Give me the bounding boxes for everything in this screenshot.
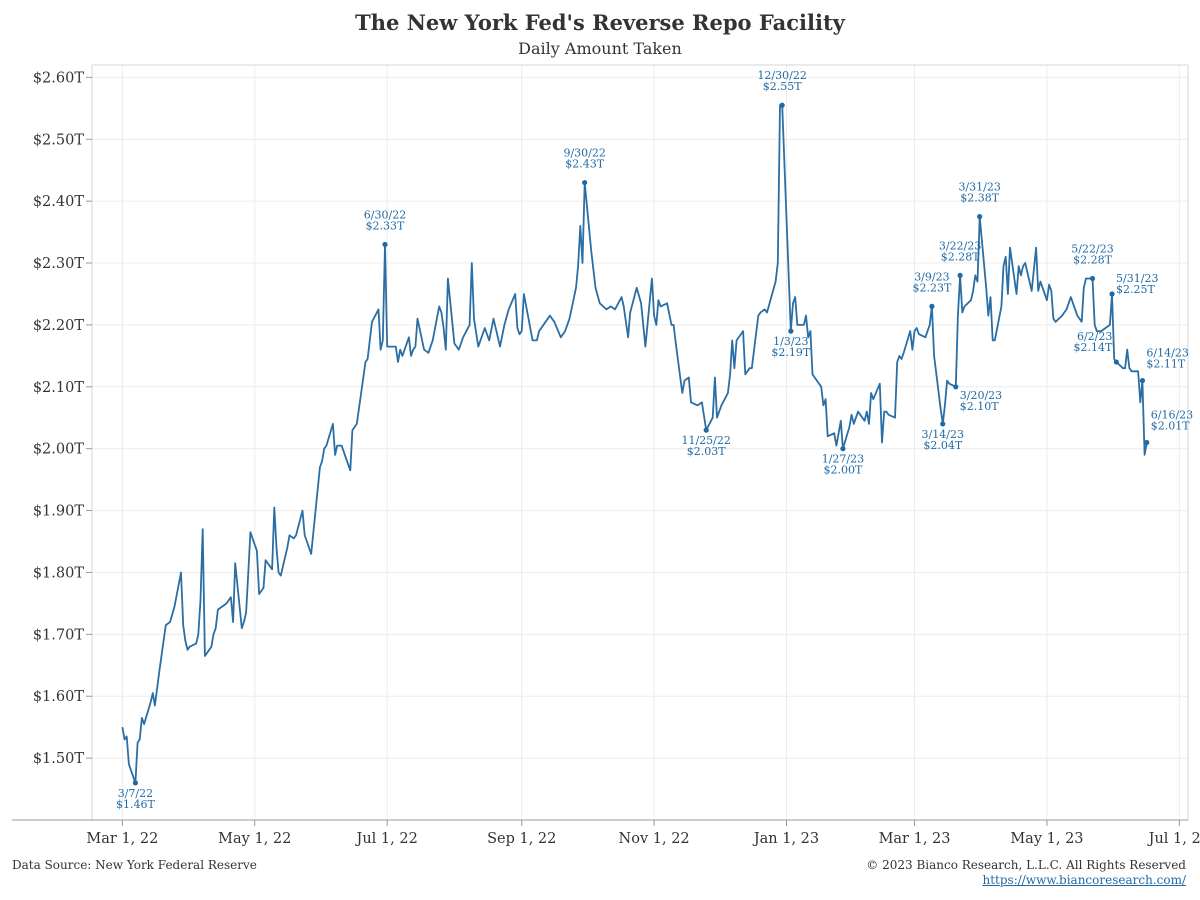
annotation-point (703, 427, 709, 433)
annotation-value: $1.46T (116, 798, 155, 811)
copyright-notice: © 2023 Bianco Research, L.L.C. All Right… (866, 858, 1186, 872)
y-axis: $1.50T $1.60T $1.70T $1.80T $1.90T $2.00T $2.1… (33, 70, 92, 767)
annotation-point (1139, 378, 1146, 384)
grid-lines (92, 65, 1188, 820)
x-tick-label: Jan 1, 23 (752, 831, 819, 847)
annotation-date: 5/22/23 (1071, 243, 1113, 256)
x-tick-label: May 1, 23 (1010, 831, 1083, 847)
annotation-value: $2.19T (771, 346, 810, 359)
annotation-date: 3/7/22 (118, 787, 153, 800)
annotation-point (582, 179, 588, 186)
annotation-point (977, 214, 983, 220)
annotation-value: $2.14T (1074, 341, 1113, 354)
y-tick-label: $2.40T (33, 194, 85, 210)
x-tick-label: Jul 1, 23 (1147, 831, 1200, 847)
annotation-value: $2.10T (960, 400, 999, 413)
chart-subtitle: Daily Amount Taken (518, 39, 682, 58)
annotations: 3/7/22$1.46T 6/30/22$2.33T 9/30/22$2.43T 11… (116, 69, 1193, 811)
annotation-point (132, 780, 139, 786)
annotation-point (940, 421, 946, 427)
website-link[interactable]: https://www.biancoresearch.com/ (982, 873, 1186, 887)
x-tick-label: Mar 1, 23 (879, 831, 951, 847)
x-tick-label: Sep 1, 22 (487, 831, 556, 847)
annotation-date: 1/3/23 (773, 335, 808, 348)
source-note: Data Source: New York Federal Reserve (12, 858, 257, 872)
x-tick-label: Nov 1, 22 (619, 831, 690, 847)
y-tick-label: $1.90T (33, 504, 85, 520)
annotation-date: 3/31/23 (958, 181, 1000, 194)
annotation-point (1089, 275, 1096, 282)
y-tick-label: $1.60T (33, 689, 85, 705)
annotation-value: $2.04T (923, 439, 962, 452)
chart-title: The New York Fed's Reverse Repo Facility (355, 10, 845, 35)
annotation-point (929, 303, 935, 309)
annotation-point (779, 102, 785, 108)
y-tick-label: $2.20T (33, 318, 85, 334)
annotation-point (1144, 439, 1150, 446)
annotation-value: $2.43T (565, 158, 604, 171)
annotation-date: 6/16/23 (1151, 409, 1193, 422)
annotation-value: $2.01T (1151, 420, 1190, 433)
annotation-value: $2.25T (1116, 283, 1155, 296)
x-tick-label: Mar 1, 22 (86, 831, 158, 847)
x-tick-label: Jul 1, 22 (355, 831, 418, 847)
annotation-date: 3/22/23 (939, 239, 981, 252)
annotation-value: $2.00T (824, 464, 863, 477)
annotation-date: 3/14/23 (922, 428, 964, 441)
annotation-date: 1/27/23 (822, 453, 864, 466)
annotation-point (953, 384, 959, 390)
annotation-date: 3/20/23 (960, 389, 1002, 402)
plot-frame (91, 64, 1189, 821)
annotation-date: 5/31/23 (1116, 272, 1158, 285)
annotation-date: 12/30/22 (757, 69, 806, 82)
x-axis: Mar 1, 22 May 1, 22 Jul 1, 22 Sep 1, 22 Nov … (86, 820, 1200, 847)
x-tick-label: May 1, 22 (218, 831, 291, 847)
annotation-date: 6/30/22 (364, 208, 406, 221)
y-tick-label: $2.00T (33, 442, 85, 458)
annotation-date: 9/30/22 (563, 147, 605, 160)
y-tick-label: $1.50T (33, 751, 85, 767)
y-tick-label: $2.50T (33, 132, 85, 148)
y-tick-label: $2.60T (33, 70, 85, 86)
annotation-point (1109, 291, 1115, 297)
annotation-point (1113, 359, 1119, 365)
annotation-point (788, 328, 794, 334)
annotation-value: $2.11T (1146, 358, 1185, 371)
annotation-point (957, 272, 963, 279)
annotation-value: $2.23T (912, 281, 951, 294)
annotation-value: $2.28T (1073, 254, 1112, 267)
series-line-reverse-repo (121, 104, 1148, 784)
annotation-value: $2.03T (687, 445, 726, 458)
annotation-value: $2.28T (941, 250, 980, 263)
annotation-date: 6/2/23 (1077, 330, 1112, 343)
y-tick-label: $2.10T (33, 380, 85, 396)
y-tick-label: $1.80T (33, 565, 85, 581)
annotation-date: 3/9/23 (914, 270, 949, 283)
annotation-date: 11/25/22 (681, 434, 730, 447)
annotation-point (840, 446, 846, 452)
annotation-point (382, 241, 388, 248)
y-tick-label: $2.30T (33, 256, 85, 272)
y-tick-label: $1.70T (33, 627, 85, 643)
annotation-value: $2.55T (763, 80, 802, 93)
annotation-value: $2.33T (366, 219, 405, 232)
annotation-date: 6/14/23 (1146, 347, 1188, 360)
annotation-value: $2.38T (960, 192, 999, 205)
